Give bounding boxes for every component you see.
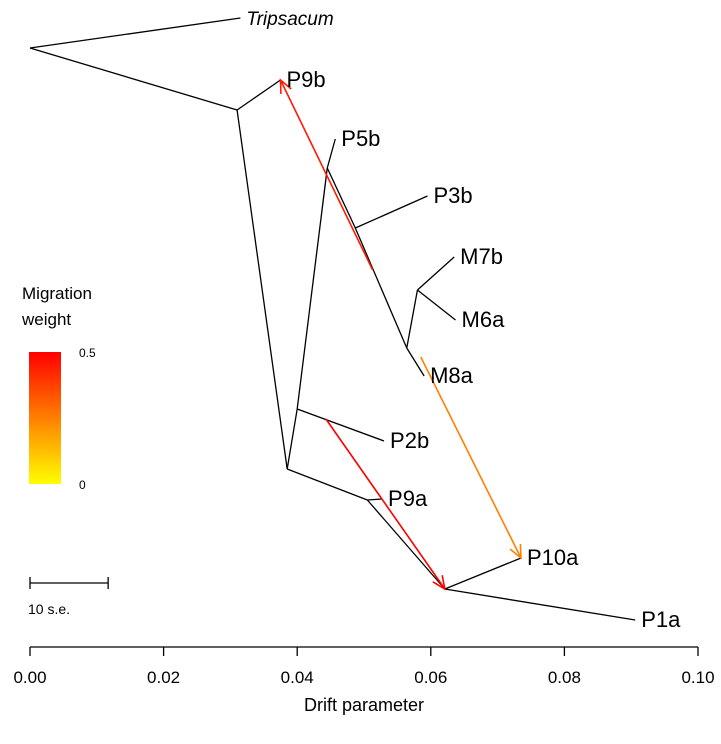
legend-title-line1: Migration — [22, 284, 92, 303]
migration-arrow-2 — [325, 418, 446, 591]
edge-n4-n5 — [326, 167, 356, 229]
edge-n8-P9a — [367, 498, 383, 501]
leaf-label-m8a: M8a — [430, 363, 474, 388]
migration-line — [420, 356, 522, 559]
leaf-label-p3b: P3b — [433, 183, 472, 208]
leaf-label-p1a: P1a — [641, 607, 681, 632]
x-tick-label: 0.04 — [281, 668, 314, 687]
edge-root-n1 — [29, 47, 238, 111]
x-tick-label: 0.02 — [147, 668, 180, 687]
edge-n2-n8 — [286, 468, 368, 501]
edge-root-Tripsacum — [29, 17, 241, 49]
edge-n7-M7b — [417, 256, 455, 291]
x-axis: 0.00 0.02 0.04 0.06 0.08 0.10 Drift parameter — [13, 646, 715, 715]
edge-n6-n7 — [406, 289, 419, 349]
x-tick-label: 0.06 — [414, 668, 447, 687]
tree-edges — [29, 17, 636, 621]
x-tick-label: 0.00 — [13, 668, 46, 687]
leaf-label-m6a: M6a — [462, 307, 506, 332]
scale-bar-label: 10 s.e. — [28, 601, 70, 617]
leaf-label-p10a: P10a — [527, 545, 579, 570]
edge-n4-P5b — [326, 138, 336, 169]
edge-n5-n6 — [354, 227, 408, 349]
migration-line — [279, 79, 374, 271]
edge-n9-P1a — [444, 588, 636, 621]
leaf-labels: Tripsacum P9b P5b P3b M7b M6a M8a P2b P9a P10a P1a — [246, 9, 681, 632]
x-axis-title: Drift parameter — [304, 695, 424, 715]
edge-n9-P10a — [444, 557, 522, 590]
edge-n3-n4 — [296, 167, 328, 410]
legend-min-label: 0 — [79, 478, 86, 492]
migration-arrowhead — [279, 78, 292, 95]
edge-n3-P2b — [296, 408, 385, 442]
leaf-label-p9b: P9b — [287, 67, 326, 92]
legend-title-line2: weight — [21, 310, 71, 329]
x-tick-label: 0.08 — [548, 668, 581, 687]
x-axis-ticks: 0.00 0.02 0.04 0.06 0.08 0.10 — [13, 647, 715, 687]
edge-n8-n9 — [366, 499, 446, 590]
legend-max-label: 0.5 — [79, 346, 96, 360]
edge-n1-n2 — [236, 109, 288, 470]
edge-n1-P9b — [236, 79, 281, 111]
migration-arrowhead — [432, 575, 446, 591]
migration-arrowhead — [509, 543, 522, 560]
migration-edges — [279, 78, 522, 591]
leaf-label-p2b: P2b — [390, 428, 429, 453]
leaf-label-m7b: M7b — [460, 244, 503, 269]
migration-arrow-3 — [420, 356, 522, 560]
leaf-label-p9a: P9a — [388, 486, 428, 511]
edge-n6-M8a — [406, 347, 425, 377]
edge-n5-P3b — [355, 195, 428, 229]
scale-bar: 10 s.e. — [28, 577, 109, 617]
legend: Migration weight 0.5 0 — [21, 284, 96, 492]
edge-n2-n3 — [286, 408, 298, 470]
edge-n7-M6a — [417, 289, 456, 321]
legend-color-gradient — [29, 352, 61, 484]
leaf-label-tripsacum: Tripsacum — [246, 9, 333, 30]
migration-arrow-1 — [279, 78, 374, 271]
x-tick-label: 0.10 — [681, 668, 714, 687]
migration-line — [325, 418, 446, 590]
leaf-label-p5b: P5b — [341, 126, 380, 151]
